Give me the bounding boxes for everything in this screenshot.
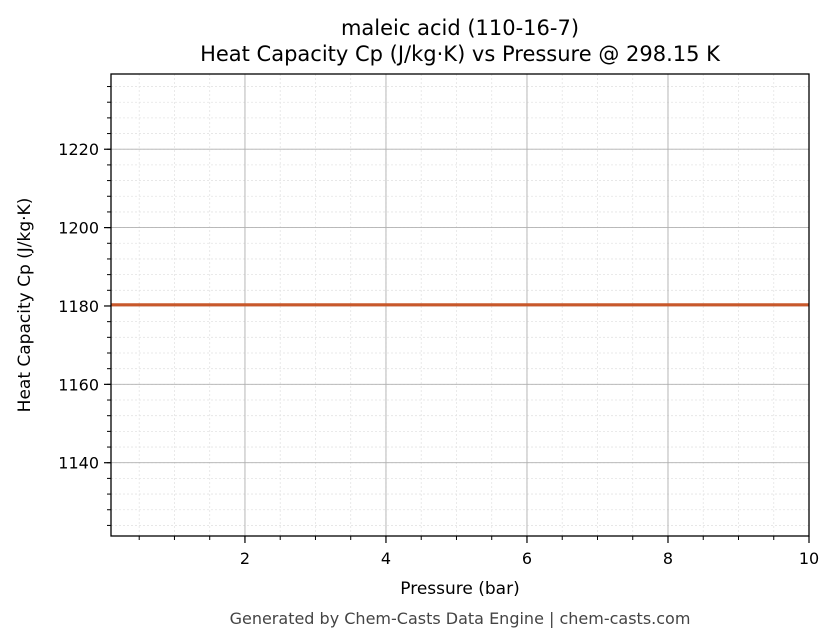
- chart-title: maleic acid (110-16-7): [341, 16, 579, 40]
- y-tick-label: 1140: [58, 454, 99, 473]
- chart-subtitle: Heat Capacity Cp (J/kg·K) vs Pressure @ …: [200, 42, 721, 66]
- y-tick-label: 1180: [58, 297, 99, 316]
- y-axis-label: Heat Capacity Cp (J/kg·K): [15, 198, 35, 413]
- tick-labels: 2 4 6 8 10 1140 1160 1180 1200 1220: [58, 140, 819, 568]
- axis-ticks: [104, 86, 810, 543]
- x-tick-label: 6: [522, 549, 532, 568]
- y-tick-label: 1220: [58, 140, 99, 159]
- y-tick-label: 1160: [58, 375, 99, 394]
- y-tick-label: 1200: [58, 219, 99, 238]
- x-tick-label: 4: [381, 549, 391, 568]
- plot-frame: [110, 73, 810, 537]
- footer-credit: Generated by Chem-Casts Data Engine | ch…: [230, 609, 691, 628]
- x-tick-label: 8: [663, 549, 673, 568]
- x-tick-label: 2: [240, 549, 250, 568]
- x-axis-label: Pressure (bar): [400, 579, 519, 599]
- x-tick-label: 10: [799, 549, 819, 568]
